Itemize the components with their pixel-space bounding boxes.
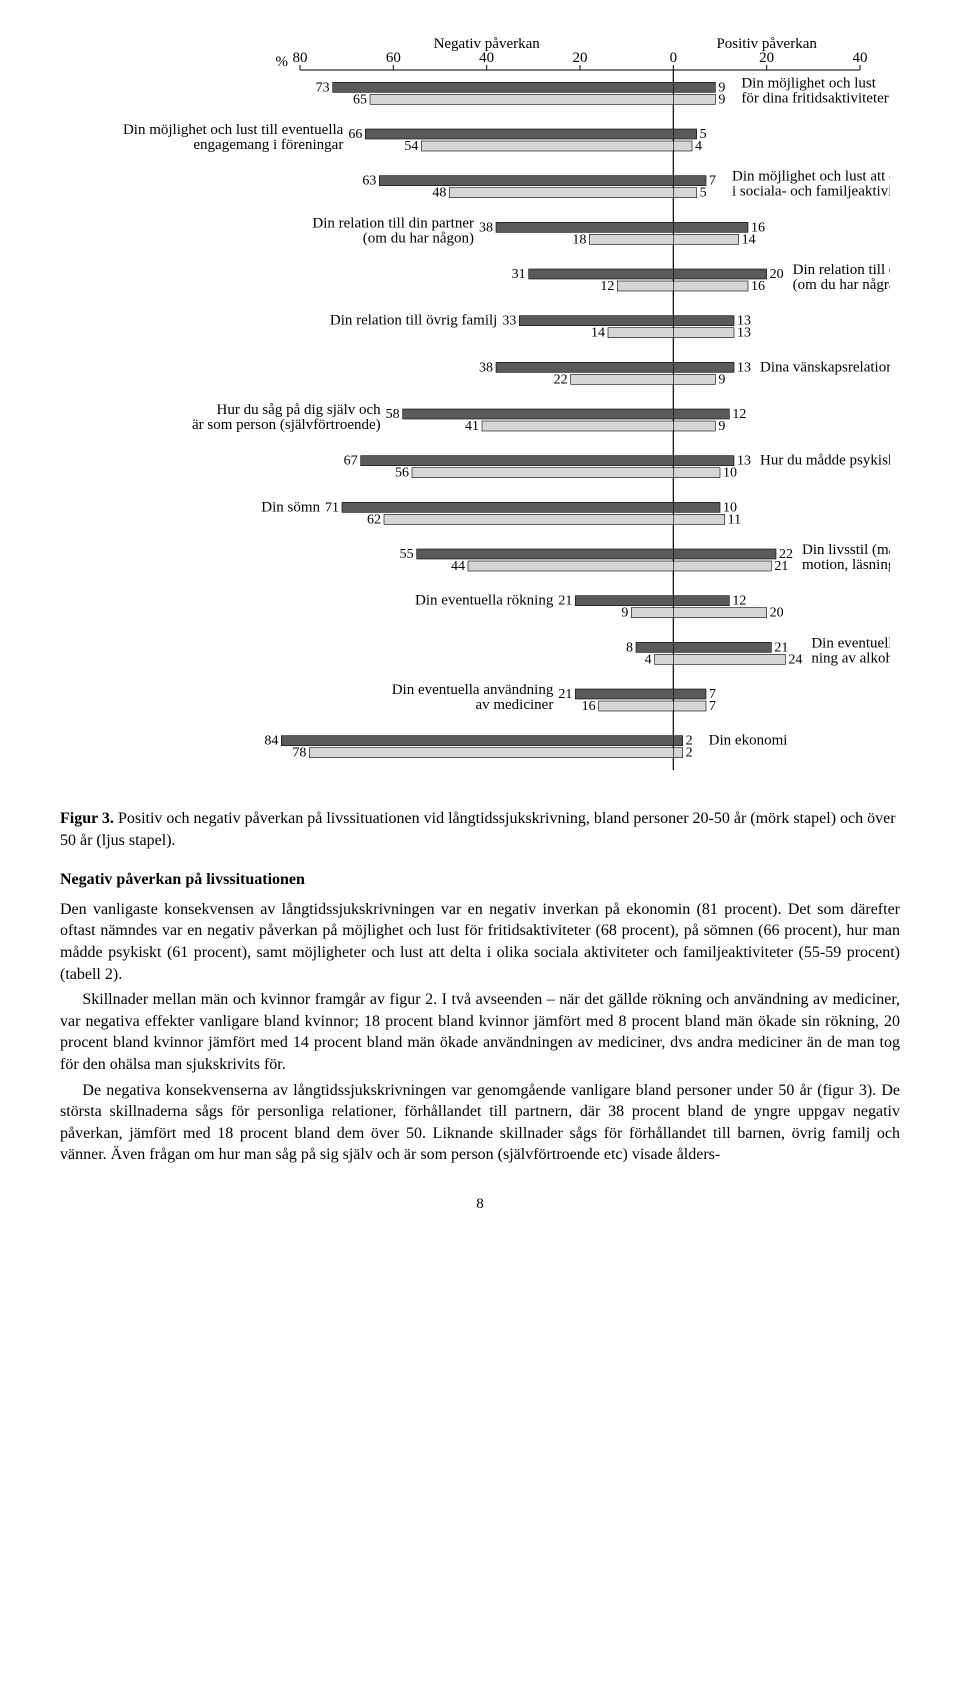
svg-text:Din sömn: Din sömn — [261, 499, 320, 515]
paragraph-3: De negativa konsekvenserna av långtidssj… — [60, 1080, 900, 1166]
svg-text:65: 65 — [353, 92, 367, 107]
svg-text:12: 12 — [732, 407, 746, 422]
svg-text:33: 33 — [502, 314, 516, 329]
svg-text:44: 44 — [451, 559, 465, 574]
svg-text:10: 10 — [723, 466, 737, 481]
svg-text:40: 40 — [853, 50, 868, 66]
svg-text:13: 13 — [737, 454, 751, 469]
svg-text:21: 21 — [558, 687, 572, 702]
svg-text:20: 20 — [759, 50, 774, 66]
svg-text:0: 0 — [670, 50, 678, 66]
svg-text:20: 20 — [770, 606, 784, 621]
svg-text:Din relation till övrig familj: Din relation till övrig familj — [330, 313, 497, 329]
svg-text:21: 21 — [558, 594, 572, 609]
svg-text:66: 66 — [348, 127, 362, 142]
svg-text:Din möjlighet och lustför dina: Din möjlighet och lustför dina fritidsak… — [741, 75, 888, 106]
svg-text:7: 7 — [709, 174, 716, 189]
svg-text:73: 73 — [316, 80, 330, 95]
svg-text:Hur du mådde psykiskt: Hur du mådde psykiskt — [760, 453, 890, 469]
svg-text:9: 9 — [621, 606, 628, 621]
svg-text:71: 71 — [325, 500, 339, 515]
svg-text:67: 67 — [344, 454, 358, 469]
figure-caption: Figur 3. Positiv och negativ påverkan på… — [60, 808, 900, 851]
svg-text:63: 63 — [362, 174, 376, 189]
svg-text:5: 5 — [700, 186, 707, 201]
svg-text:9: 9 — [718, 92, 725, 107]
caption-rest: Positiv och negativ påverkan på livssitu… — [60, 810, 896, 849]
paragraph-1: Den vanligaste konsekvensen av långtidss… — [60, 899, 900, 985]
chart-svg: Negativ påverkanPositiv påverkan%8060402… — [70, 30, 890, 790]
svg-text:14: 14 — [742, 232, 756, 247]
svg-text:Din relation till din partner(: Din relation till din partner(om du har … — [312, 215, 474, 246]
svg-text:13: 13 — [737, 326, 751, 341]
svg-text:Din relation till dina barn(om: Din relation till dina barn(om du har nå… — [793, 262, 890, 293]
svg-text:48: 48 — [432, 186, 446, 201]
svg-text:55: 55 — [400, 547, 414, 562]
svg-text:Din eventuella användningav me: Din eventuella användningav mediciner — [392, 682, 554, 713]
svg-text:20: 20 — [573, 50, 588, 66]
svg-text:12: 12 — [732, 594, 746, 609]
svg-text:62: 62 — [367, 512, 381, 527]
svg-text:21: 21 — [774, 640, 788, 655]
svg-text:31: 31 — [512, 267, 526, 282]
svg-text:22: 22 — [554, 372, 568, 387]
svg-text:Din livsstil (matvanor,motion,: Din livsstil (matvanor,motion, läsning e… — [802, 542, 890, 573]
svg-text:58: 58 — [386, 407, 400, 422]
svg-text:Din möjlighet och lust att del: Din möjlighet och lust att deltai social… — [732, 169, 890, 200]
svg-text:4: 4 — [695, 139, 702, 154]
caption-bold: Figur 3. — [60, 810, 114, 827]
body-text: Den vanligaste konsekvensen av långtidss… — [60, 899, 900, 1166]
svg-text:54: 54 — [404, 139, 418, 154]
svg-text:2: 2 — [686, 746, 693, 761]
svg-text:Din ekonomi: Din ekonomi — [709, 733, 788, 749]
svg-text:38: 38 — [479, 360, 493, 375]
svg-text:12: 12 — [600, 279, 614, 294]
svg-text:Dina vänskapsrelationer: Dina vänskapsrelationer — [760, 359, 890, 375]
svg-text:13: 13 — [737, 360, 751, 375]
svg-text:7: 7 — [709, 699, 716, 714]
svg-text:80: 80 — [293, 50, 308, 66]
svg-text:Din möjlighet och lust till ev: Din möjlighet och lust till eventuellaen… — [123, 122, 344, 153]
section-heading: Negativ påverkan på livssituationen — [60, 869, 900, 891]
svg-text:Din eventuella rökning: Din eventuella rökning — [415, 593, 554, 609]
svg-text:14: 14 — [591, 326, 605, 341]
svg-text:21: 21 — [774, 559, 788, 574]
svg-text:16: 16 — [751, 279, 765, 294]
svg-text:60: 60 — [386, 50, 401, 66]
svg-text:78: 78 — [292, 746, 306, 761]
svg-text:Hur du såg på dig själv ochär: Hur du såg på dig själv ochär som person… — [192, 402, 381, 433]
svg-text:56: 56 — [395, 466, 409, 481]
svg-text:40: 40 — [479, 50, 494, 66]
svg-text:4: 4 — [645, 652, 652, 667]
svg-text:9: 9 — [718, 419, 725, 434]
svg-text:18: 18 — [572, 232, 586, 247]
diverging-bar-chart: Negativ påverkanPositiv påverkan%8060402… — [70, 30, 890, 790]
paragraph-2: Skillnader mellan män och kvinnor framgå… — [60, 989, 900, 1075]
svg-text:9: 9 — [718, 372, 725, 387]
svg-text:Din eventuella använd-ning av: Din eventuella använd-ning av alkohol — [811, 635, 890, 666]
svg-text:41: 41 — [465, 419, 479, 434]
svg-text:11: 11 — [728, 512, 741, 527]
svg-text:84: 84 — [264, 734, 278, 749]
page-number: 8 — [60, 1194, 900, 1214]
svg-text:20: 20 — [770, 267, 784, 282]
svg-text:24: 24 — [788, 652, 802, 667]
svg-text:38: 38 — [479, 220, 493, 235]
svg-text:8: 8 — [626, 640, 633, 655]
svg-text:16: 16 — [582, 699, 596, 714]
svg-text:%: % — [276, 54, 289, 70]
